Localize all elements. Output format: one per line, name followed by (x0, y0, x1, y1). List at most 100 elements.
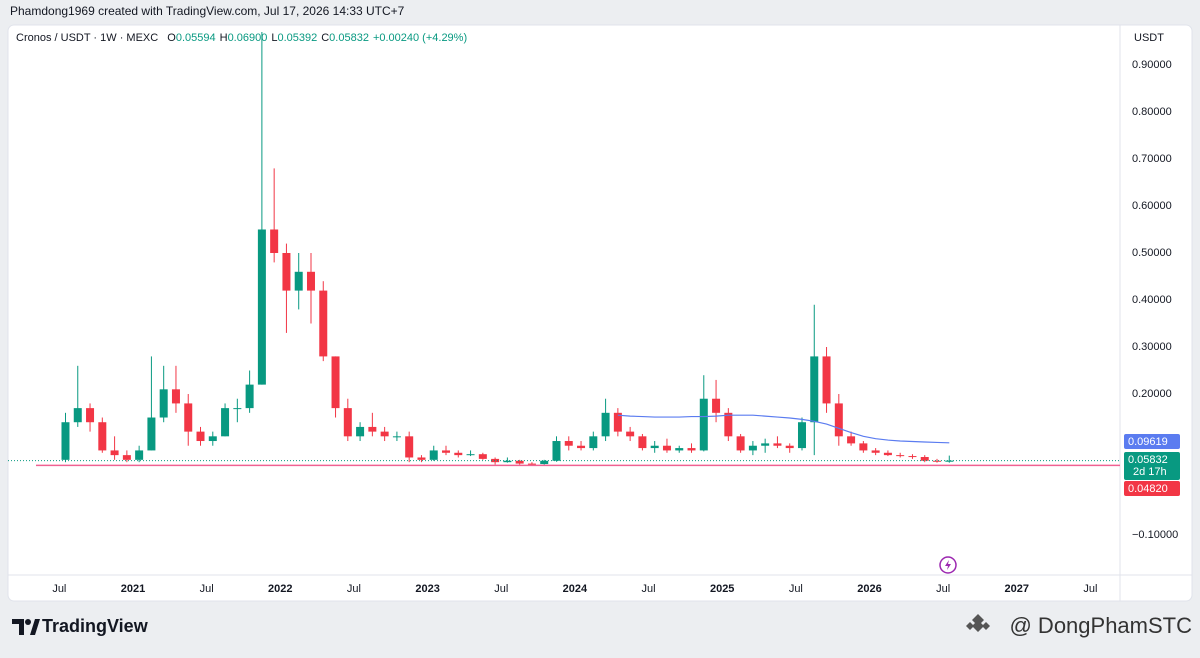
candle-body (221, 408, 230, 437)
ohlc-value: 0.06900 (228, 32, 268, 44)
change: +0.00240 (+4.29%) (373, 32, 467, 44)
candle-body (196, 431, 205, 442)
candle-body (257, 229, 266, 385)
y-tick-label: 0.70000 (1132, 153, 1172, 165)
y-tick-label: 0.20000 (1132, 388, 1172, 400)
candle-body (564, 441, 573, 446)
candle-body (834, 403, 843, 437)
candle-body (847, 436, 856, 444)
last-price-label: 0.05832 (1128, 454, 1168, 466)
candle-body (515, 460, 524, 464)
x-tick-label: Jul (52, 583, 66, 595)
tv-logo (12, 619, 40, 635)
candle-body (675, 448, 684, 451)
candle-body (945, 460, 954, 462)
candle-body (785, 445, 794, 449)
candle-body (159, 389, 168, 418)
x-tick-label: 2025 (710, 583, 734, 595)
candle-body (773, 443, 782, 446)
candle-body (712, 398, 721, 413)
candle-body (859, 443, 868, 451)
candle-body (601, 412, 610, 437)
candle-body (638, 436, 647, 449)
candle-body (908, 456, 917, 458)
candle-body (699, 398, 708, 451)
candle-body (270, 229, 279, 253)
x-tick-label: Jul (642, 583, 656, 595)
countdown: 2d 17h (1133, 466, 1167, 478)
candle-body (883, 452, 892, 456)
candle-body (380, 431, 389, 437)
candle-body (687, 448, 696, 451)
symbol: Cronos / USDT · 1W · MEXC (16, 32, 158, 44)
candle-body (417, 457, 426, 460)
candle-body (589, 436, 598, 449)
author: @ DongPhamSTC (1009, 613, 1192, 638)
candle-body (761, 443, 770, 446)
candle-body (491, 458, 500, 463)
candle-body (368, 426, 377, 432)
ma-price-box (1124, 434, 1180, 449)
candle-body (871, 450, 880, 453)
candle-body (343, 408, 352, 437)
candle-body (540, 460, 549, 465)
candle-body (920, 457, 929, 461)
y-tick-label: −0.10000 (1132, 529, 1178, 541)
x-tick-label: Jul (494, 583, 508, 595)
brand: TradingView (42, 616, 149, 636)
x-tick-label: 2021 (121, 583, 145, 595)
x-tick-label: 2026 (857, 583, 881, 595)
ohlc-key: O (167, 32, 176, 44)
ohlc-value: 0.05392 (277, 32, 317, 44)
event-icon-bolt (945, 560, 951, 570)
candle-body (233, 408, 242, 410)
candle-body (122, 455, 131, 460)
ohlc-key: C (321, 32, 329, 44)
x-tick-label: Jul (789, 583, 803, 595)
candle-body (171, 389, 180, 404)
candle-body (405, 436, 414, 458)
candle-body (527, 463, 536, 465)
candle-body (662, 445, 671, 451)
x-tick-label: Jul (1083, 583, 1097, 595)
candle-body (61, 422, 70, 460)
candle-body (478, 454, 487, 459)
y-tick-label: 0.60000 (1132, 200, 1172, 212)
credit: Phamdong1969 created with TradingView.co… (10, 4, 405, 18)
candle-body (208, 436, 217, 442)
ma-price-label: 0.09619 (1128, 436, 1168, 448)
candle-body (282, 252, 291, 291)
x-tick-label: 2022 (268, 583, 292, 595)
candle-body (810, 356, 819, 423)
currency: USDT (1134, 32, 1164, 44)
candle-body (748, 445, 757, 451)
candle-body (319, 290, 328, 357)
ohlc-key: H (220, 32, 228, 44)
x-tick-label: Jul (200, 583, 214, 595)
candle-body (135, 450, 144, 460)
candle-body (933, 460, 942, 462)
y-tick-label: 0.30000 (1132, 341, 1172, 353)
candle-body (896, 455, 905, 457)
event-icon[interactable] (939, 556, 957, 574)
x-tick-label: Jul (347, 583, 361, 595)
candle-body (613, 412, 622, 432)
candle-body (454, 452, 463, 456)
candle-body (626, 431, 635, 437)
candle-body (466, 454, 475, 456)
chart-panel (7, 24, 1193, 602)
candle-body (724, 412, 733, 437)
candle-body (736, 436, 745, 451)
y-tick-label: 0.90000 (1132, 59, 1172, 71)
y-tick-label: 0.50000 (1132, 247, 1172, 259)
hline-price-box (1124, 481, 1180, 496)
candle-body (86, 408, 95, 423)
candle-body (503, 460, 512, 463)
candle-body (577, 445, 586, 449)
ohlc-value: 0.05832 (329, 32, 369, 44)
ohlc-key: L (271, 32, 277, 44)
candle-body (552, 441, 561, 461)
candle-body (650, 445, 659, 449)
candle-body (98, 422, 107, 451)
